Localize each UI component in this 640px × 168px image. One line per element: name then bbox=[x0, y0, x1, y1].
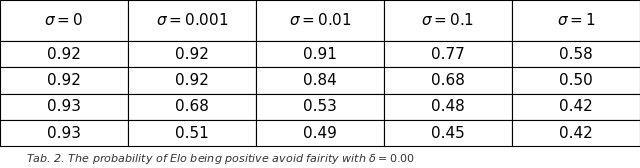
Text: Tab. 2. The probability of Elo being positive avoid fairity with $\delta = 0.00$: Tab. 2. The probability of Elo being pos… bbox=[26, 152, 415, 166]
